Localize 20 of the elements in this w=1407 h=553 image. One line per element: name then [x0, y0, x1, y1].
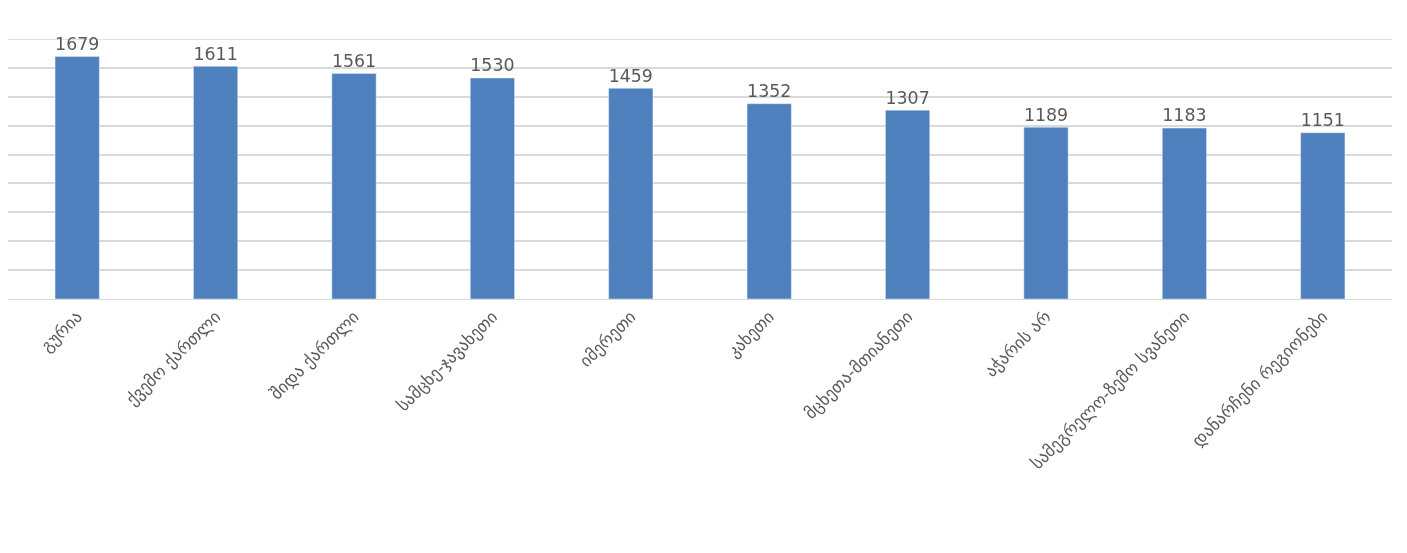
data-label: 1679: [55, 33, 100, 54]
data-label: 1183: [1162, 105, 1207, 126]
data-label: 1459: [608, 65, 653, 86]
bar: [1023, 127, 1069, 299]
bar: [746, 103, 792, 299]
data-label: 1561: [331, 50, 377, 71]
data-label: 1611: [193, 43, 238, 64]
data-label: 1307: [885, 87, 930, 108]
data-label: 1530: [470, 55, 515, 76]
data-label: 1189: [1023, 104, 1069, 125]
bar: [470, 77, 515, 299]
data-label: 1352: [747, 81, 792, 102]
bar: [331, 73, 377, 299]
bar: [1300, 132, 1346, 299]
bar: [885, 109, 930, 299]
bar: [193, 66, 238, 299]
data-label: 1151: [1300, 110, 1345, 131]
bar: [1162, 127, 1207, 299]
bar: [608, 88, 654, 299]
bar: [54, 56, 100, 299]
